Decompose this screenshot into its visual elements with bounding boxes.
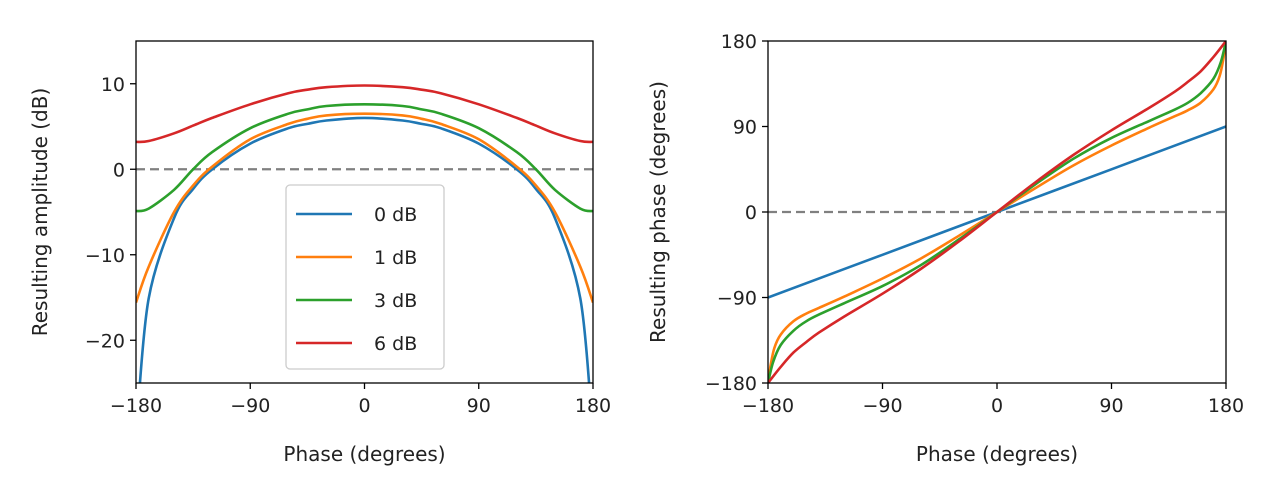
legend: 0 dB 1 dB 3 dB 6 dB xyxy=(285,184,445,370)
series-line-1db-chart-1 xyxy=(136,112,593,304)
x-axis-label: Phase (degrees) xyxy=(283,442,445,466)
legend-label-3db: 3 dB xyxy=(374,290,417,312)
legend-box xyxy=(285,184,445,370)
y-tick-label: 0 xyxy=(745,202,757,224)
y-tick-label: −90 xyxy=(717,288,757,310)
y-tick-label: 90 xyxy=(733,117,757,139)
x-axis-label: Phase (degrees) xyxy=(916,442,1078,466)
series-line-6db-chart-1 xyxy=(136,84,593,144)
series-line-6db-chart-2 xyxy=(768,41,1226,383)
x-tick-label: −180 xyxy=(110,395,162,417)
x-tick-label: −90 xyxy=(230,395,270,417)
x-tick-label: 0 xyxy=(991,395,1003,417)
y-tick-label: 10 xyxy=(101,74,125,96)
series-line-0db-chart-1 xyxy=(138,116,591,383)
y-tick-label: −180 xyxy=(705,373,757,395)
legend-label-6db: 6 dB xyxy=(374,333,417,355)
x-tick-label: 90 xyxy=(467,395,491,417)
x-tick-label: 180 xyxy=(1208,395,1244,417)
series-line-3db-chart-1 xyxy=(136,103,593,213)
y-tick-label: 0 xyxy=(113,159,125,181)
series-group-2 xyxy=(768,41,1226,383)
chart-2: −180 −90 0 90 180 −180 −90 0 90 180 Phase (degrees… xyxy=(646,31,1244,466)
x-tick-label: 180 xyxy=(575,395,611,417)
y-axis-label: Resulting phase (degrees) xyxy=(646,81,670,343)
y-tick-label: 180 xyxy=(721,31,757,53)
series-group-1 xyxy=(136,84,593,383)
legend-label-0db: 0 dB xyxy=(374,204,417,226)
chart-1: −180 −90 0 90 180 −20 −10 0 10 Phase (degrees) Res… xyxy=(28,40,611,466)
x-tick-label: −90 xyxy=(862,395,902,417)
y-tick-label: −20 xyxy=(85,330,125,352)
y-tick-label: −10 xyxy=(85,245,125,267)
x-tick-label: 0 xyxy=(358,395,370,417)
x-tick-label: 90 xyxy=(1099,395,1123,417)
x-tick-label: −180 xyxy=(742,395,794,417)
legend-label-1db: 1 dB xyxy=(374,247,417,269)
y-axis-label: Resulting amplitude (dB) xyxy=(28,88,52,337)
